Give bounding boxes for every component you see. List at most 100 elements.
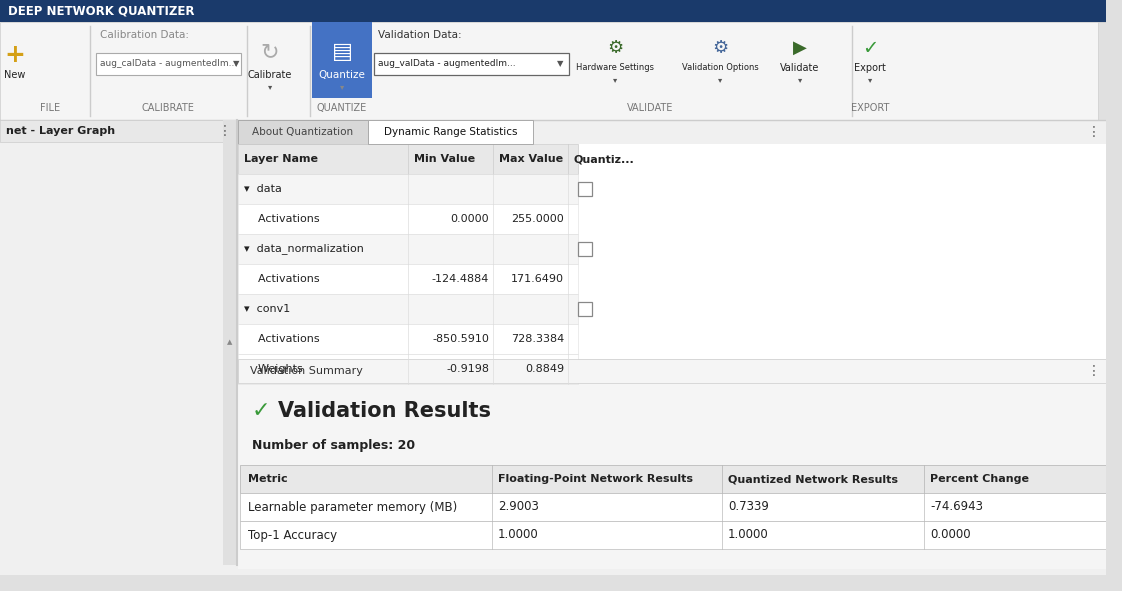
Bar (746, 269, 762, 288)
Text: New: New (4, 70, 26, 80)
Text: Learnable parameter memory (MB): Learnable parameter memory (MB) (248, 501, 458, 514)
Bar (762, 269, 779, 288)
Text: Legend: Legend (969, 153, 1008, 163)
Text: 1.0000: 1.0000 (498, 528, 539, 541)
Bar (988, 359, 1018, 379)
Bar (647, 329, 677, 349)
Text: Calibrate: Calibrate (248, 70, 292, 80)
Bar (850, 359, 867, 379)
Text: Dynamic Range of Calibrated Layers: Dynamic Range of Calibrated Layers (649, 151, 904, 164)
Bar (783, 359, 800, 379)
Text: 0.8849: 0.8849 (525, 364, 564, 374)
Text: 2¹²: 2¹² (597, 168, 610, 178)
Text: Min Value: Min Value (414, 154, 475, 164)
Bar (729, 269, 746, 288)
Bar (848, 329, 876, 349)
Text: 2⁻²⁰: 2⁻²⁰ (1067, 168, 1086, 178)
Text: 2⁻¹⁶: 2⁻¹⁶ (1008, 168, 1027, 178)
Text: Activations: Activations (243, 334, 320, 344)
Text: Metric: Metric (248, 474, 287, 484)
Text: 171.6490: 171.6490 (511, 274, 564, 284)
Bar (867, 359, 884, 379)
Text: Top-1 Accuracy: Top-1 Accuracy (248, 528, 337, 541)
Bar (1018, 359, 1047, 379)
Text: EXPORT: EXPORT (850, 103, 890, 113)
Text: ▾: ▾ (268, 83, 273, 92)
Text: ⊖: ⊖ (1066, 151, 1076, 164)
Bar (876, 329, 905, 349)
Text: 1.0000: 1.0000 (728, 528, 769, 541)
Text: 2⁻⁴: 2⁻⁴ (833, 168, 847, 178)
Text: Validation Summary: Validation Summary (250, 366, 362, 376)
Bar (1048, 329, 1077, 349)
Text: fire2-sque...: fire2-sque... (135, 316, 192, 326)
Text: ▾  data_normalization: ▾ data_normalization (243, 243, 364, 255)
Text: ⋮: ⋮ (218, 124, 232, 138)
Bar (955, 148, 1046, 170)
Text: ▾: ▾ (613, 76, 617, 85)
Text: Activations: Activations (243, 274, 320, 284)
Text: DEEP NETWORK QUANTIZER: DEEP NETWORK QUANTIZER (8, 5, 194, 18)
Text: ▶: ▶ (1104, 578, 1112, 588)
Bar (1047, 359, 1077, 379)
Bar (126, 176, 241, 196)
Text: 0.0000: 0.0000 (930, 528, 971, 541)
Text: Floating-Point Network Results: Floating-Point Network Results (498, 474, 693, 484)
Text: -0.9198: -0.9198 (447, 364, 489, 374)
Bar (905, 329, 934, 349)
Text: ▲: ▲ (228, 339, 232, 345)
Text: fire3-relu_...: fire3-relu_... (72, 532, 130, 543)
Text: 2⁴: 2⁴ (717, 168, 727, 178)
Text: 0.7339: 0.7339 (728, 501, 769, 514)
Text: ▤: ▤ (959, 153, 971, 163)
Text: fire2-expa.: fire2-expa. (190, 387, 242, 397)
Text: net - Layer Graph: net - Layer Graph (6, 126, 116, 136)
Text: -74.6943: -74.6943 (930, 501, 983, 514)
Text: fire2-concat: fire2-concat (135, 461, 193, 470)
Bar (702, 209, 721, 229)
Bar (791, 329, 819, 349)
Text: aug_calData - augmentedIm...: aug_calData - augmentedIm... (100, 60, 237, 69)
Text: relu_conv1: relu_conv1 (135, 245, 187, 256)
Text: 2⁻⁸: 2⁻⁸ (892, 168, 907, 178)
Bar (934, 329, 963, 349)
Text: -124.4884: -124.4884 (432, 274, 489, 284)
Text: Quantize: Quantize (319, 70, 366, 80)
Text: ▾: ▾ (1112, 574, 1116, 583)
Bar (762, 329, 791, 349)
Text: ✓: ✓ (580, 304, 590, 314)
Bar (1020, 329, 1048, 349)
Text: About Quantization: About Quantization (252, 127, 353, 137)
Text: ▴: ▴ (1112, 8, 1116, 17)
Text: fire2-relu_.: fire2-relu_. (72, 423, 125, 434)
Text: ▶: ▶ (793, 39, 807, 57)
Text: ✓: ✓ (862, 38, 879, 57)
Text: ▾: ▾ (718, 76, 723, 85)
Bar (705, 329, 734, 349)
Bar (761, 209, 781, 229)
Bar (800, 359, 817, 379)
Bar (679, 269, 696, 288)
Text: ▾: ▾ (798, 76, 802, 85)
Text: ▤: ▤ (331, 42, 352, 62)
Text: ⚙: ⚙ (607, 39, 623, 57)
Text: ▾  data: ▾ data (243, 184, 282, 194)
Text: Validation Options: Validation Options (682, 63, 758, 73)
Text: ▾: ▾ (868, 76, 872, 85)
Text: pool1: pool1 (135, 278, 162, 288)
Bar (682, 209, 702, 229)
Bar (677, 329, 705, 349)
Text: fire2-relu_...: fire2-relu_... (135, 350, 193, 361)
Text: QUANTIZE: QUANTIZE (316, 103, 367, 113)
Text: Activations: Activations (243, 214, 320, 224)
Text: Percent Change: Percent Change (930, 474, 1029, 484)
Text: Layer Name: Layer Name (243, 154, 318, 164)
Text: fire3-expa...: fire3-expa... (190, 532, 248, 543)
Text: 2⁰: 2⁰ (775, 168, 785, 178)
Text: fire2-expa...: fire2-expa... (72, 387, 130, 397)
Bar (734, 329, 762, 349)
Bar (1091, 144, 1092, 359)
Text: Dynamic Range Statistics: Dynamic Range Statistics (384, 127, 517, 137)
Text: fire3-sque...: fire3-sque... (135, 496, 192, 506)
Text: 0.0000: 0.0000 (450, 214, 489, 224)
